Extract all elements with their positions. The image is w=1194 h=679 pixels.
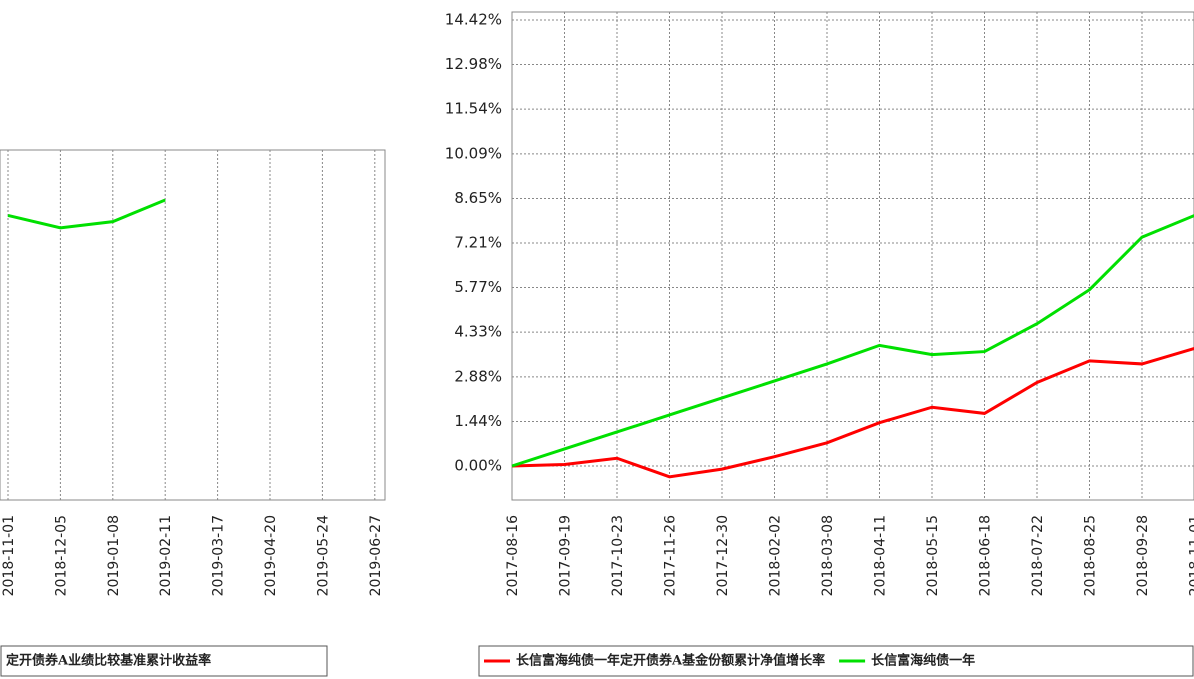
x-tick-label: 2019-01-08 bbox=[106, 515, 122, 596]
y-tick-label: 7.21% bbox=[454, 234, 502, 252]
y-tick-label: 1.44% bbox=[454, 412, 502, 430]
plot-area bbox=[512, 12, 1194, 500]
chart: 0.00% 1.44% 2.88% 4.33% 5.77% 7.21% 8.65% 10.09… bbox=[0, 0, 1194, 679]
x-tick-label: 2018-05-15 bbox=[925, 515, 941, 596]
x-tick-label: 2018-02-02 bbox=[768, 515, 784, 596]
x-tick-label: 2018-12-05 bbox=[53, 515, 69, 596]
y-tick-label: 12.98% bbox=[445, 55, 502, 73]
x-tick-label: 2017-10-23 bbox=[610, 515, 626, 596]
y-tick-label: 4.33% bbox=[454, 323, 502, 341]
x-tick-label: 2018-08-25 bbox=[1083, 515, 1099, 596]
x-tick-label: 2018-03-08 bbox=[820, 515, 836, 596]
x-tick-label: 2018-06-18 bbox=[978, 515, 994, 596]
x-tick-label: 2018-07-22 bbox=[1030, 515, 1046, 596]
y-tick-label: 0.00% bbox=[454, 457, 502, 475]
x-tick-label: 2018-09-28 bbox=[1135, 515, 1151, 596]
legend-label: 长信富海纯债一年 bbox=[871, 653, 975, 669]
y-tick-label: 14.42% bbox=[445, 11, 502, 29]
x-tick-label: 2017-12-30 bbox=[715, 515, 731, 596]
x-tick-label: 2019-05-24 bbox=[315, 515, 331, 596]
y-tick-label: 5.77% bbox=[454, 278, 502, 296]
x-tick-label: 2018-11-01 bbox=[1, 515, 17, 596]
plot-area bbox=[0, 150, 385, 500]
x-tick-label: 2018-04-11 bbox=[873, 515, 889, 596]
x-tick-label: 2017-08-16 bbox=[505, 515, 521, 596]
legend-label: 长信富海纯债一年定开债券A基金份额累计净值增长率 bbox=[516, 653, 825, 669]
x-tick-label: 2017-11-26 bbox=[663, 515, 679, 596]
x-tick-label: 2019-03-17 bbox=[211, 515, 227, 596]
y-tick-label: 10.09% bbox=[445, 144, 502, 162]
y-tick-label: 8.65% bbox=[454, 189, 502, 207]
x-tick-label: 2019-04-20 bbox=[263, 515, 279, 596]
legend-label: 定开债券A业绩比较基准累计收益率 bbox=[5, 653, 211, 669]
y-tick-label: 11.54% bbox=[445, 100, 502, 118]
y-tick-label: 2.88% bbox=[454, 367, 502, 385]
x-tick-label: 2019-06-27 bbox=[368, 515, 384, 596]
x-tick-label: 2017-09-19 bbox=[558, 515, 574, 596]
x-tick-label: 2019-02-11 bbox=[158, 515, 174, 596]
x-tick-label: 2018-11-01 bbox=[1188, 515, 1194, 596]
